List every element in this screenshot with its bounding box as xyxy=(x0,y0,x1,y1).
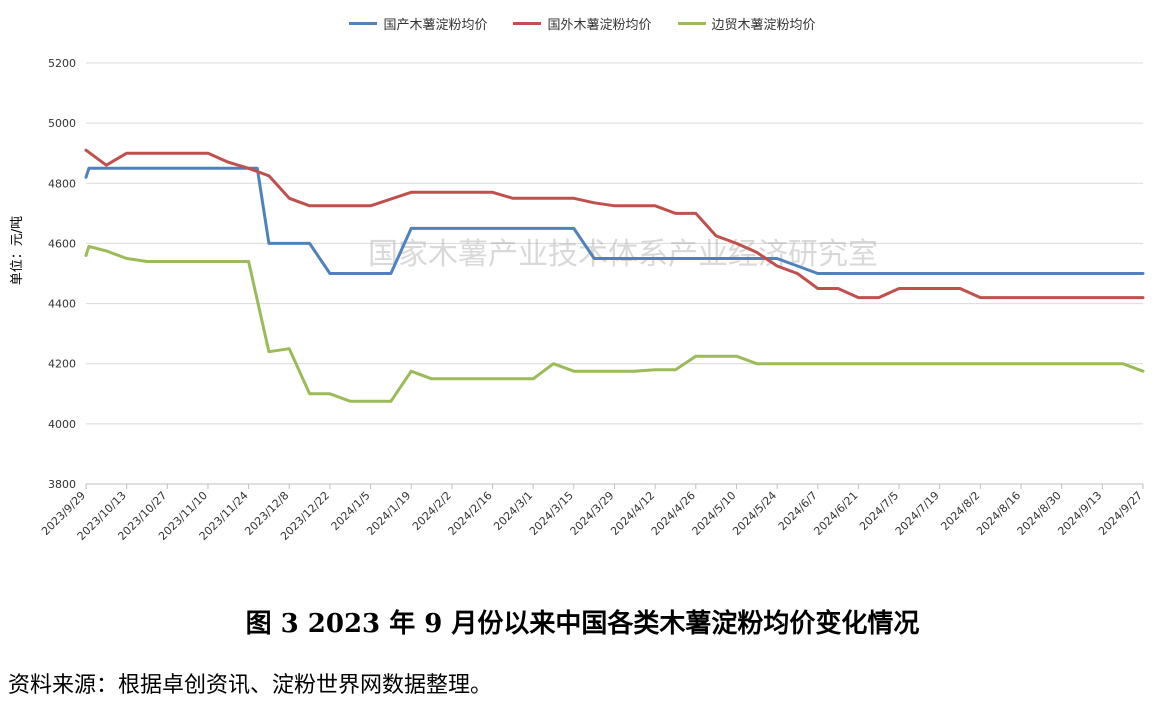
y-tick-label: 3800 xyxy=(48,478,76,491)
series-lines xyxy=(84,148,1145,403)
series-line-border xyxy=(84,244,1145,403)
watermark: 国家木薯产业技术体系产业经济研究室 xyxy=(368,237,878,272)
y-tick-label: 4000 xyxy=(48,418,76,431)
x-axis-ticks: 2023/9/292023/10/132023/10/272023/11/102… xyxy=(39,484,1145,543)
legend-swatch-domestic xyxy=(349,22,378,25)
legend-label-border: 边贸木薯淀粉均价 xyxy=(711,18,816,33)
y-tick-label: 4200 xyxy=(48,358,76,371)
x-tick-label: 2024/9/27 xyxy=(1096,489,1145,538)
y-axis-ticks: 3800 4000 4200 4400 4600 4800 5000 5200 xyxy=(48,57,76,491)
x-tick-label: 2024/2/16 xyxy=(446,489,495,538)
y-axis-label: 单位：元/吨 xyxy=(10,215,26,285)
legend-label-domestic: 国产木薯淀粉均价 xyxy=(383,18,488,33)
legend-item-foreign: 国外木薯淀粉均价 xyxy=(513,14,652,33)
source-note: 资料来源：根据卓创资讯、淀粉世界网数据整理。 xyxy=(8,673,493,698)
y-tick-label: 5000 xyxy=(48,117,76,130)
x-tick-label: 2024/5/24 xyxy=(730,489,779,538)
figure-caption: 图 3 2023 年 9 月份以来中国各类木薯淀粉均价变化情况 xyxy=(245,609,920,639)
series-line-domestic xyxy=(84,166,1145,275)
legend-label-foreign: 国外木薯淀粉均价 xyxy=(547,18,652,33)
y-tick-label: 4800 xyxy=(48,177,76,190)
y-axis-label-wrapper: 单位：元/吨 xyxy=(2,200,30,300)
x-tick-label: 2024/6/21 xyxy=(811,489,860,538)
legend-swatch-border xyxy=(677,22,706,25)
legend-item-domestic: 国产木薯淀粉均价 xyxy=(349,14,487,33)
x-tick-label: 2024/7/19 xyxy=(893,489,942,538)
x-tick-label: 2024/1/19 xyxy=(364,489,413,538)
grid-lines xyxy=(86,62,1143,485)
y-tick-label: 4600 xyxy=(48,237,76,250)
legend-item-border: 边贸木薯淀粉均价 xyxy=(677,14,816,33)
legend-swatch-foreign xyxy=(513,22,542,25)
legend: 国产木薯淀粉均价 国外木薯淀粉均价 边贸木薯淀粉均价 xyxy=(0,14,1165,33)
series-line-foreign xyxy=(84,148,1145,300)
y-tick-label: 4400 xyxy=(48,298,76,311)
y-tick-label: 5200 xyxy=(48,57,76,70)
